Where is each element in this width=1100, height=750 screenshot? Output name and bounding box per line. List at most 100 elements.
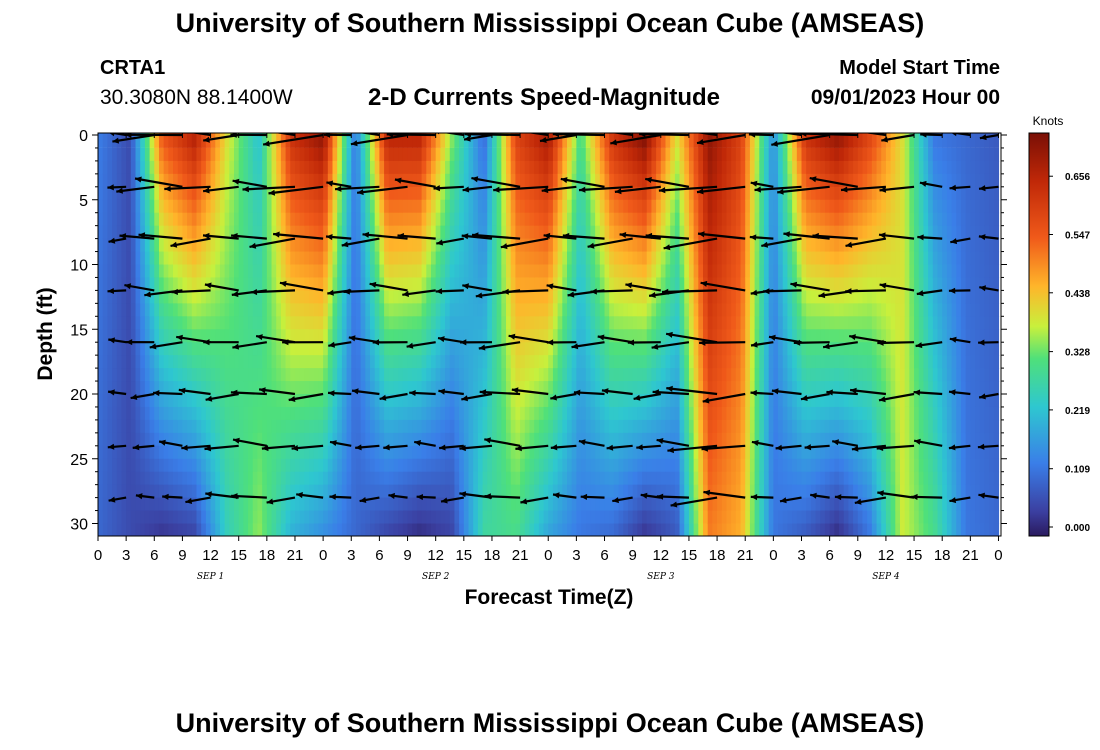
heatmap-cell [684, 290, 690, 304]
heatmap-cell [440, 419, 446, 434]
heatmap-cell [670, 523, 676, 536]
heatmap-cell [524, 277, 531, 291]
heatmap-cell [271, 329, 277, 343]
heatmap-cell [529, 212, 535, 227]
heatmap-cell [506, 133, 512, 148]
heatmap-cell [205, 432, 212, 447]
heatmap-cell [684, 329, 690, 343]
heatmap-cell [482, 394, 488, 408]
heatmap-cell [445, 484, 451, 499]
heatmap-cell [388, 368, 395, 382]
heatmap-cell [121, 264, 127, 279]
heatmap-cell [726, 160, 732, 175]
heatmap-cell [824, 419, 831, 434]
heatmap-cell [285, 510, 291, 525]
heatmap-cell [393, 445, 399, 460]
heatmap-cell [726, 471, 732, 486]
heatmap-cell [393, 316, 399, 330]
heatmap-cell [285, 419, 291, 434]
heatmap-cell [529, 147, 535, 162]
heatmap-cell [252, 497, 259, 512]
heatmap-cell [224, 432, 230, 447]
heatmap-cell [557, 510, 563, 525]
heatmap-cell [426, 290, 432, 304]
heatmap-cell [445, 458, 451, 473]
heatmap-cell [707, 316, 713, 330]
heatmap-cell [829, 264, 835, 279]
heatmap-cell [557, 186, 563, 201]
heatmap-cell [665, 290, 671, 304]
heatmap-cell [834, 186, 840, 201]
heatmap-cell [510, 160, 517, 175]
heatmap-cell [754, 471, 760, 486]
heatmap-cell [459, 199, 465, 214]
heatmap-cell [355, 406, 362, 421]
heatmap-cell [515, 186, 521, 201]
heatmap-cell [735, 212, 742, 227]
heatmap-cell [116, 225, 123, 240]
heatmap-cell [571, 316, 577, 330]
heatmap-cell [543, 497, 549, 512]
heatmap-cell [318, 355, 324, 369]
heatmap-cell [627, 160, 634, 175]
heatmap-cell [294, 225, 301, 240]
heatmap-cell [806, 133, 812, 148]
heatmap-cell [116, 510, 123, 525]
heatmap-cell [595, 251, 601, 266]
heatmap-cell [337, 355, 343, 369]
heatmap-cell [102, 329, 108, 343]
heatmap-cell [463, 251, 470, 266]
heatmap-cell [651, 432, 657, 447]
heatmap-cell [355, 368, 362, 382]
heatmap-cell [609, 225, 615, 240]
heatmap-cell [201, 381, 207, 395]
heatmap-cell [534, 173, 540, 188]
heatmap-cell [337, 484, 343, 499]
heatmap-cell [398, 238, 404, 253]
heatmap-cell [656, 445, 662, 460]
heatmap-cell [712, 432, 718, 447]
heatmap-cell [585, 290, 592, 304]
heatmap-cell [717, 303, 723, 317]
heatmap-cell [618, 147, 624, 162]
heatmap-cell [285, 432, 291, 447]
heatmap-cell [290, 510, 296, 525]
heatmap-cell [163, 419, 169, 434]
heatmap-cell [613, 458, 620, 473]
heatmap-cell [370, 225, 376, 240]
heatmap-cell [313, 316, 320, 330]
heatmap-cell [552, 510, 559, 525]
heatmap-cell [276, 471, 282, 486]
heatmap-cell [712, 173, 718, 188]
heatmap-cell [792, 368, 798, 382]
heatmap-cell [745, 160, 751, 175]
heatmap-cell [262, 510, 268, 525]
heatmap-cell [618, 160, 624, 175]
heatmap-cell [280, 238, 287, 253]
heatmap-cell [309, 277, 315, 291]
heatmap-cell [130, 173, 137, 188]
heatmap-cell [740, 510, 746, 525]
heatmap-cell [735, 445, 742, 460]
heatmap-cell [632, 160, 638, 175]
heatmap-cell [754, 523, 760, 536]
heatmap-cell [571, 432, 577, 447]
heatmap-cell [576, 303, 582, 317]
heatmap-cell [149, 432, 155, 447]
heatmap-cell [792, 432, 798, 447]
heatmap-cell [651, 225, 657, 240]
heatmap-cell [576, 523, 582, 536]
heatmap-cell [548, 368, 554, 382]
heatmap-cell [637, 355, 643, 369]
heatmap-cell [276, 160, 282, 175]
heatmap-cell [688, 406, 695, 421]
heatmap-cell [416, 199, 423, 214]
heatmap-cell [370, 394, 376, 408]
heatmap-cell [355, 199, 362, 214]
heatmap-cell [843, 368, 849, 382]
heatmap-cell [726, 342, 732, 356]
heatmap-cell [351, 497, 357, 512]
heatmap-cell [782, 316, 789, 330]
heatmap-cell [529, 523, 535, 536]
heatmap-cell [280, 160, 287, 175]
